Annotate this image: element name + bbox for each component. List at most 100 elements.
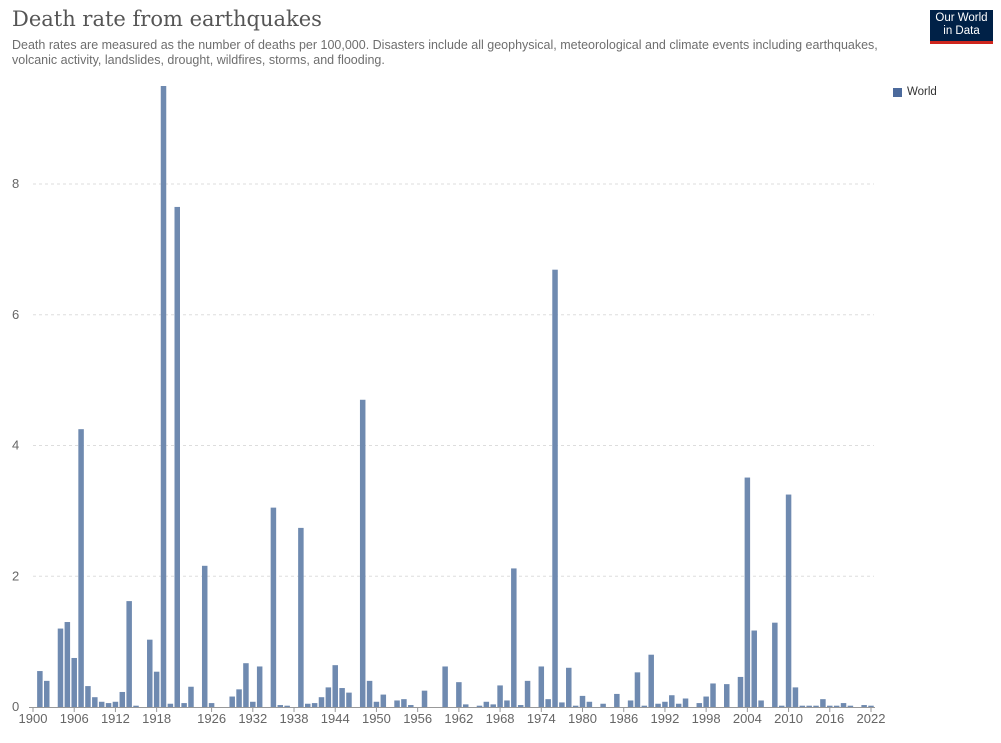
bar[interactable]	[813, 705, 819, 707]
bar[interactable]	[174, 206, 180, 707]
bar[interactable]	[710, 683, 716, 707]
bar[interactable]	[284, 705, 290, 707]
bar[interactable]	[298, 527, 304, 707]
bar[interactable]	[243, 663, 249, 707]
bar[interactable]	[675, 703, 682, 707]
bar[interactable]	[256, 666, 263, 707]
bar[interactable]	[380, 694, 387, 707]
bar[interactable]	[799, 705, 806, 707]
legend[interactable]: World	[893, 86, 937, 98]
bar[interactable]	[346, 692, 352, 707]
owid-logo[interactable]: Our World in Data	[930, 10, 993, 44]
bar[interactable]	[229, 696, 235, 707]
bar[interactable]	[394, 700, 400, 707]
bar[interactable]	[785, 494, 792, 707]
bar[interactable]	[112, 701, 119, 707]
bar[interactable]	[627, 700, 634, 707]
bar[interactable]	[339, 688, 345, 707]
bar[interactable]	[586, 701, 593, 707]
bar[interactable]	[126, 601, 132, 707]
bar[interactable]	[305, 703, 311, 707]
bar[interactable]	[614, 693, 620, 707]
bar[interactable]	[188, 686, 194, 707]
bar[interactable]	[703, 696, 709, 707]
bar[interactable]	[538, 666, 545, 707]
bar[interactable]	[119, 691, 126, 707]
bar[interactable]	[401, 699, 407, 707]
bar[interactable]	[57, 628, 64, 707]
bar[interactable]	[421, 690, 428, 707]
bar[interactable]	[318, 697, 325, 707]
bar[interactable]	[504, 700, 510, 707]
bar[interactable]	[648, 654, 654, 707]
bar[interactable]	[758, 700, 764, 707]
bar[interactable]	[696, 703, 703, 707]
bar[interactable]	[744, 477, 751, 707]
bar[interactable]	[311, 703, 318, 707]
bar[interactable]	[462, 704, 469, 707]
bar[interactable]	[64, 622, 71, 707]
bar[interactable]	[366, 680, 373, 707]
bar[interactable]	[270, 507, 277, 707]
bar[interactable]	[545, 699, 551, 707]
bar[interactable]	[559, 702, 565, 707]
bar[interactable]	[181, 703, 187, 707]
bar[interactable]	[105, 703, 112, 707]
bar[interactable]	[579, 695, 586, 707]
bar[interactable]	[325, 687, 332, 707]
bar[interactable]	[511, 568, 517, 707]
bar[interactable]	[662, 701, 668, 707]
bar[interactable]	[600, 703, 606, 707]
bar[interactable]	[236, 689, 242, 707]
bar[interactable]	[772, 622, 778, 707]
bar[interactable]	[847, 705, 854, 707]
bar[interactable]	[476, 705, 483, 707]
bar[interactable]	[682, 698, 689, 707]
bar[interactable]	[669, 695, 675, 707]
bar[interactable]	[71, 657, 77, 707]
bar[interactable]	[840, 703, 847, 707]
bar[interactable]	[572, 705, 579, 707]
bar[interactable]	[359, 399, 366, 707]
bar[interactable]	[92, 697, 98, 707]
bar[interactable]	[78, 429, 84, 707]
bar[interactable]	[778, 705, 785, 707]
bar[interactable]	[43, 680, 50, 707]
bar[interactable]	[133, 705, 139, 707]
bar[interactable]	[373, 701, 380, 707]
bar[interactable]	[201, 565, 208, 707]
bar[interactable]	[861, 705, 867, 707]
bar[interactable]	[490, 704, 496, 707]
bar[interactable]	[827, 705, 833, 707]
bar[interactable]	[408, 705, 414, 707]
bar[interactable]	[820, 699, 826, 707]
bar[interactable]	[277, 705, 284, 707]
bar[interactable]	[751, 630, 757, 707]
bar[interactable]	[517, 705, 524, 707]
bar[interactable]	[483, 701, 490, 707]
bar[interactable]	[737, 676, 744, 707]
bar[interactable]	[442, 666, 448, 707]
bar[interactable]	[868, 705, 874, 707]
bar[interactable]	[208, 703, 215, 707]
bar[interactable]	[160, 86, 167, 707]
bar[interactable]	[833, 705, 840, 707]
bar[interactable]	[37, 671, 43, 707]
bar[interactable]	[724, 684, 730, 707]
bar[interactable]	[153, 671, 160, 707]
bar[interactable]	[332, 665, 338, 707]
bar[interactable]	[456, 682, 462, 707]
bar[interactable]	[566, 667, 572, 707]
bar[interactable]	[634, 672, 641, 707]
bar[interactable]	[655, 703, 661, 707]
bar[interactable]	[806, 705, 812, 707]
bar[interactable]	[250, 701, 256, 707]
bar[interactable]	[98, 701, 105, 707]
bar[interactable]	[167, 703, 174, 707]
bar[interactable]	[497, 685, 503, 707]
bar[interactable]	[147, 639, 153, 707]
bar[interactable]	[792, 687, 799, 707]
bar[interactable]	[641, 705, 648, 707]
bar[interactable]	[85, 686, 91, 707]
bar[interactable]	[524, 680, 531, 707]
